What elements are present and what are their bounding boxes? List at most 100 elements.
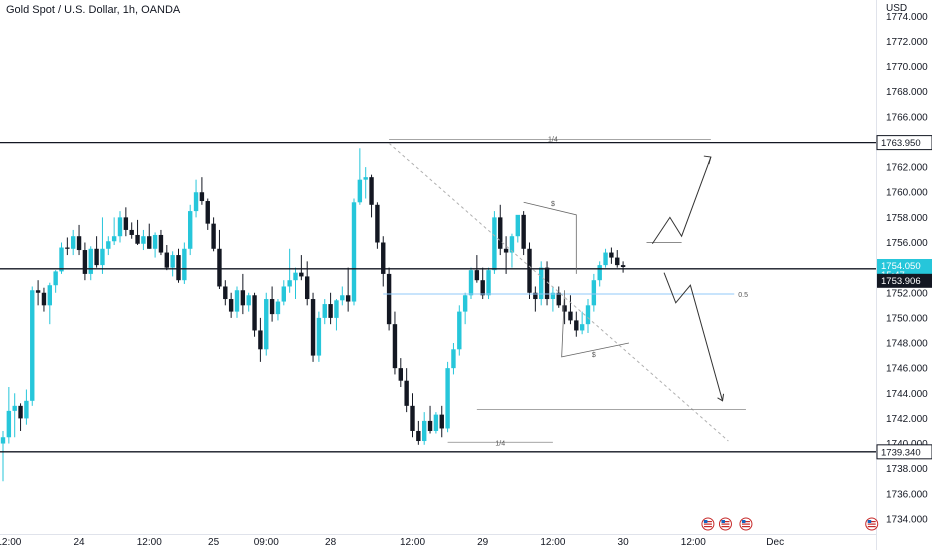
candle-body <box>615 257 620 266</box>
candle-body <box>100 248 105 266</box>
candle-body <box>228 299 234 312</box>
level-price-label: 1739.340 <box>881 447 921 458</box>
candle-body <box>35 290 41 293</box>
candle-body <box>416 430 421 442</box>
candle-body <box>193 192 199 212</box>
candle-body <box>164 252 169 268</box>
candle-body <box>188 211 193 249</box>
candle <box>24 389 29 425</box>
candle <box>240 273 246 315</box>
x-tick-label: 12:00 <box>137 537 162 548</box>
x-tick-label: 09:00 <box>254 537 279 548</box>
candle <box>521 211 526 256</box>
candle <box>392 311 398 375</box>
candle <box>527 242 532 300</box>
candle-body <box>486 270 491 296</box>
candle <box>281 280 286 306</box>
candle <box>141 229 146 251</box>
candle-body <box>24 400 29 419</box>
candle <box>269 286 275 322</box>
fib-half-label: 0.5 <box>738 292 748 299</box>
mid-price-tag <box>877 273 932 288</box>
candle <box>6 386 12 444</box>
candle <box>550 286 556 312</box>
candle-body <box>158 234 164 253</box>
candle <box>205 198 210 230</box>
candle <box>574 311 579 337</box>
candle-body <box>451 349 456 369</box>
candle-body <box>76 236 82 251</box>
candle-body <box>6 410 12 438</box>
us-flag-icon[interactable] <box>739 517 753 531</box>
candle <box>433 412 439 434</box>
candle <box>410 393 415 438</box>
y-tick-label: 1744.000 <box>886 389 928 400</box>
candle-body <box>562 305 567 312</box>
projection-down-arrowhead <box>717 393 725 402</box>
candle-body <box>515 214 520 237</box>
candle <box>427 405 433 434</box>
candle <box>258 317 263 362</box>
level-price-tag <box>876 135 932 151</box>
x-tick-label: 29 <box>477 537 489 548</box>
candle <box>234 286 240 318</box>
candle-body <box>258 330 263 350</box>
candle <box>609 247 614 264</box>
candle-body <box>293 272 298 281</box>
candle <box>147 223 152 249</box>
x-tick-label: 28 <box>325 537 337 548</box>
candle-body <box>544 267 550 300</box>
candle-body <box>422 420 427 442</box>
candle-body <box>170 255 175 268</box>
y-tick-label: 1760.000 <box>886 188 928 199</box>
time-axis-panel[interactable] <box>0 534 876 550</box>
candle-body <box>328 304 333 318</box>
candle-body <box>205 201 210 224</box>
y-tick-label: 1752.000 <box>886 288 928 299</box>
quarter-label-top: 1/4 <box>548 136 558 143</box>
candle <box>462 292 468 325</box>
candle <box>398 358 403 387</box>
candle-body <box>597 265 602 281</box>
y-tick-label: 1770.000 <box>886 62 928 73</box>
candle-body <box>176 255 181 281</box>
us-flag-icon[interactable] <box>718 517 732 531</box>
us-flag-icon[interactable] <box>701 517 715 531</box>
candle <box>492 211 497 274</box>
candle-body <box>609 252 614 258</box>
candle <box>199 177 205 205</box>
y-tick-label: 1758.000 <box>886 213 928 224</box>
mid-price-label: 1753.906 <box>881 276 921 287</box>
dollar-label-top: $ <box>551 201 555 208</box>
candle <box>591 273 597 312</box>
candle-body <box>439 414 444 429</box>
candle-body <box>398 368 403 381</box>
candle <box>351 198 357 306</box>
candle <box>53 270 58 293</box>
candle-body <box>369 177 374 205</box>
us-flag-icon[interactable] <box>865 517 879 531</box>
currency-label: USD <box>886 3 907 14</box>
candle-body <box>30 290 35 401</box>
candle-body <box>404 380 409 406</box>
candle-body <box>152 234 158 249</box>
candle-body <box>47 285 52 306</box>
candle-body <box>117 217 123 237</box>
candle <box>94 236 99 268</box>
candle-body <box>462 295 468 312</box>
candle <box>439 405 444 438</box>
candle <box>123 207 129 237</box>
candle <box>620 261 626 273</box>
candle <box>404 368 409 413</box>
candle <box>322 299 327 325</box>
chart-title: Gold Spot / U.S. Dollar, 1h, OANDA <box>6 4 181 16</box>
candle-body <box>340 295 345 301</box>
candle-body <box>468 270 474 296</box>
candle-body <box>574 320 579 331</box>
candle-body <box>305 276 310 300</box>
candle <box>568 295 573 325</box>
candle-body <box>129 229 134 235</box>
candle-body <box>539 267 544 300</box>
